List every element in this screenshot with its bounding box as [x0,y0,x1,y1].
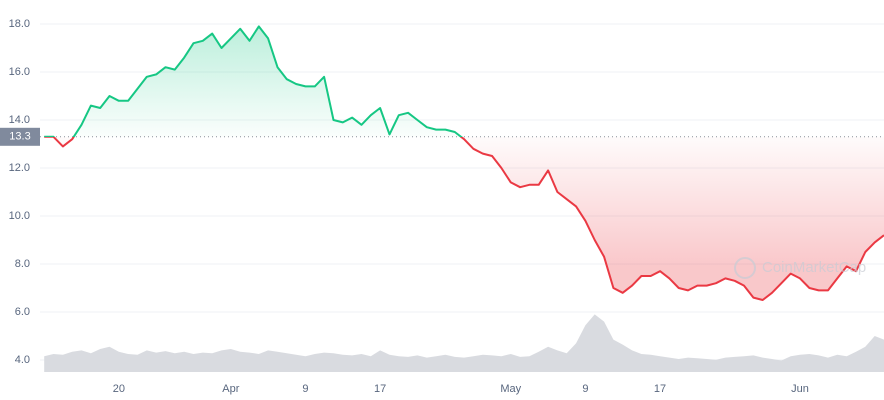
x-tick-label: 9 [582,383,588,395]
y-tick-label: 14.0 [9,114,30,126]
x-tick-label: Jun [791,383,809,395]
y-tick-label: 16.0 [9,66,30,78]
y-tick-label: 10.0 [9,210,30,222]
price-area [44,26,884,300]
x-tick-label: 20 [113,383,125,395]
price-line [44,25,884,301]
baseline-label-box [0,127,40,146]
y-tick-label: 8.0 [15,258,30,270]
x-tick-label: 9 [302,383,308,395]
y-tick-label: 6.0 [15,306,30,318]
watermark: CoinMarketCap [762,259,866,276]
x-tick-label: Apr [222,383,239,395]
x-tick-label: May [500,383,521,395]
watermark-logo [734,257,756,279]
y-tick-label: 12.0 [9,162,30,174]
y-tick-label: 18.0 [9,18,30,30]
x-tick-label: 17 [654,383,666,395]
x-tick-label: 17 [374,383,386,395]
baseline-label: 13.3 [9,131,30,143]
volume-area [44,314,884,372]
y-tick-label: 4.0 [15,354,30,366]
